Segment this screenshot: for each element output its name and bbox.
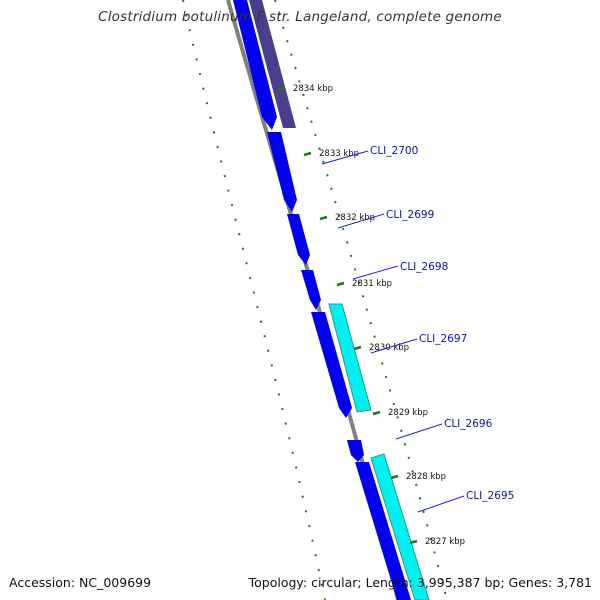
- tick-label: 2834 kbp: [293, 84, 333, 94]
- cds-arrow[interactable]: [355, 462, 411, 600]
- gene-leader-lines: [321, 150, 465, 513]
- cds-arrow[interactable]: [370, 453, 430, 600]
- gene-leader-line: [417, 495, 465, 513]
- gene-label[interactable]: CLI_2698: [400, 261, 448, 273]
- tick-label: 2829 kbp: [388, 408, 428, 418]
- gene-label[interactable]: CLI_2699: [386, 209, 434, 221]
- tick-label: 2828 kbp: [406, 472, 446, 482]
- cds-arrow[interactable]: [249, 0, 296, 128]
- gene-leader-line: [352, 265, 399, 280]
- major-tick: [372, 410, 381, 416]
- map-title: Clostridium botulinum F str. Langeland, …: [98, 9, 502, 25]
- major-tick: [353, 345, 362, 351]
- genome-stats: Topology: circular; Length: 3,995,387 bp…: [248, 575, 592, 590]
- cds-arrow[interactable]: [311, 312, 352, 418]
- major-tick: [390, 474, 399, 480]
- gene-label[interactable]: CLI_2696: [444, 418, 493, 430]
- cds-arrow[interactable]: [347, 440, 364, 462]
- cds-arrow[interactable]: [328, 303, 372, 413]
- cds-arrow[interactable]: [233, 0, 277, 130]
- reverse-strand-features: [249, 0, 430, 600]
- major-tick: [277, 86, 286, 92]
- tick-label: 2833 kbp: [319, 149, 359, 159]
- major-tick: [409, 539, 418, 545]
- cds-arrow[interactable]: [301, 270, 321, 310]
- major-tick: [303, 151, 312, 157]
- gene-leader-line: [395, 423, 443, 440]
- cds-arrow[interactable]: [287, 214, 310, 265]
- tick-label: 2832 kbp: [335, 213, 375, 223]
- major-tick: [319, 215, 328, 221]
- gene-label[interactable]: CLI_2700: [370, 145, 418, 157]
- gene-leader-line: [370, 338, 418, 354]
- gene-leader-line: [321, 150, 369, 165]
- major-ticks: [277, 86, 418, 545]
- gene-labels: CLI_2700 CLI_2699 CLI_2698 CLI_2697 CLI_2696…: [370, 145, 514, 502]
- tick-label: 2827 kbp: [425, 537, 465, 547]
- gene-label[interactable]: CLI_2695: [466, 490, 514, 502]
- accession-label: Accession: NC_009699: [9, 575, 152, 590]
- cds-arrow[interactable]: [267, 132, 297, 212]
- tick-label: 2831 kbp: [352, 279, 392, 289]
- gene-leader-line: [337, 213, 385, 229]
- gene-label[interactable]: CLI_2697: [419, 333, 467, 345]
- major-tick: [336, 281, 345, 287]
- forward-strand-features: [233, 0, 411, 600]
